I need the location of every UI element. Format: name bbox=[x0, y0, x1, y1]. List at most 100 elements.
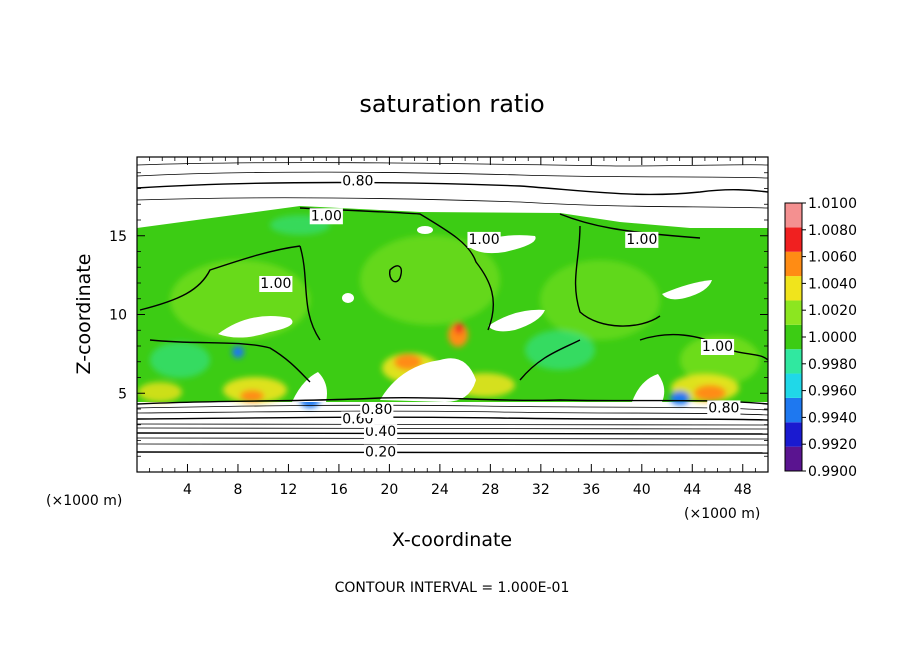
colorbar-swatch bbox=[785, 373, 802, 398]
colorbar-label: 1.0060 bbox=[808, 250, 857, 266]
contour-label: 0.40 bbox=[365, 424, 396, 440]
x-tick-label: 24 bbox=[431, 482, 449, 498]
x-unit-left: (×1000 m) bbox=[46, 493, 122, 509]
colorbar-swatch bbox=[785, 227, 802, 252]
x-tick-label: 36 bbox=[582, 482, 600, 498]
colorbar-swatch bbox=[785, 203, 802, 228]
colorbar-swatch bbox=[785, 397, 802, 423]
colorbar-label: 1.0080 bbox=[808, 223, 857, 239]
contour-080-lower-bundle bbox=[137, 396, 768, 405]
colorbar-swatch bbox=[785, 300, 802, 325]
contour-100-left bbox=[139, 245, 321, 341]
field-hole-3 bbox=[662, 280, 712, 300]
colorbar: 0.9900 0.9920 0.9940 0.9960 0.9980 1.0000 1.00… bbox=[784, 196, 857, 480]
contour-label: 0.80 bbox=[361, 402, 392, 418]
contour-labels: 0.200.400.600.80 0.800.801.001.00 1.001.00… bbox=[259, 173, 741, 461]
colorbar-label: 0.9960 bbox=[808, 384, 857, 400]
field-lightgreen-2 bbox=[360, 235, 500, 325]
field-hole-6 bbox=[292, 372, 327, 402]
contour-label-halo bbox=[467, 231, 501, 248]
field-lightgreen-3 bbox=[540, 260, 660, 340]
field-yellow-1 bbox=[223, 377, 287, 403]
contour-label: 0.80 bbox=[708, 400, 739, 416]
x-axis: 4 8 12 16 20 24 28 32 36 40 44 48 bbox=[149, 157, 756, 498]
contour-label: 1.00 bbox=[468, 232, 499, 248]
contour-label-halo bbox=[625, 231, 659, 248]
y-tick-label: 10 bbox=[109, 308, 127, 324]
contour-upper-thin-3 bbox=[137, 197, 768, 209]
colorbar-label: 0.9940 bbox=[808, 410, 857, 426]
contour-080-upper bbox=[137, 181, 768, 196]
x-tick-label: 16 bbox=[330, 482, 348, 498]
colorbar-swatch bbox=[785, 422, 802, 447]
field-hole-5 bbox=[380, 358, 476, 402]
y-tick-label: 5 bbox=[118, 386, 127, 402]
contour-upper-thin-2 bbox=[137, 162, 768, 167]
colorbar-swatch bbox=[785, 251, 802, 277]
colorbar-label: 1.0100 bbox=[808, 196, 857, 212]
field-hole-9 bbox=[417, 226, 433, 234]
x-tick-label: 12 bbox=[280, 482, 298, 498]
field-blue-3 bbox=[232, 346, 244, 358]
field-hole-1 bbox=[218, 316, 293, 338]
contour-100-upper bbox=[299, 207, 495, 331]
colorbar-label: 1.0020 bbox=[808, 303, 857, 319]
contour-label: 1.00 bbox=[626, 232, 657, 248]
contour-label-halo bbox=[363, 444, 398, 461]
x-tick-label: 40 bbox=[633, 482, 651, 498]
colorbar-label: 1.0000 bbox=[808, 330, 857, 346]
contour-label: 0.80 bbox=[342, 174, 373, 190]
contour-label-halo bbox=[363, 424, 398, 441]
x-tick-label: 32 bbox=[532, 482, 550, 498]
x-tick-label: 48 bbox=[734, 482, 752, 498]
contour-label: 1.00 bbox=[702, 339, 733, 355]
colorbar-swatch bbox=[785, 276, 802, 301]
x-tick-label: 8 bbox=[233, 482, 242, 498]
colorbar-label: 0.9980 bbox=[808, 357, 857, 373]
contour-label-halo bbox=[309, 208, 343, 225]
field-lightgreen-4 bbox=[680, 335, 760, 385]
contour-lower-thin-2 bbox=[137, 410, 768, 416]
contour-label-halo bbox=[341, 173, 375, 190]
x-axis-label: X-coordinate bbox=[392, 529, 512, 551]
y-tick-label: 15 bbox=[109, 229, 127, 245]
field-hole-7 bbox=[632, 374, 665, 402]
chart-title: saturation ratio bbox=[359, 90, 544, 118]
colorbar-swatch bbox=[785, 324, 802, 350]
contour-lower-thin-1 bbox=[137, 404, 768, 411]
colorbar-label: 0.9920 bbox=[808, 437, 857, 453]
y-axis-label: Z-coordinate bbox=[73, 254, 95, 375]
contour-label-halo bbox=[700, 339, 735, 355]
contour-label-halo bbox=[360, 402, 394, 418]
x-unit-right: (×1000 m) bbox=[684, 506, 760, 522]
field-hole-2 bbox=[468, 235, 536, 254]
contour-label-halo bbox=[259, 276, 293, 292]
field-hole-8 bbox=[342, 293, 354, 303]
y-axis: 5 10 15 bbox=[109, 172, 768, 457]
contour-label-halo bbox=[707, 400, 741, 417]
colorbar-label: 0.9900 bbox=[808, 464, 857, 480]
x-tick-label: 20 bbox=[380, 482, 398, 498]
x-tick-label: 4 bbox=[183, 482, 192, 498]
contour-label: 0.20 bbox=[365, 445, 396, 461]
x-tick-label: 28 bbox=[481, 482, 499, 498]
colorbar-swatch bbox=[785, 349, 802, 374]
field-cyan-1 bbox=[150, 342, 210, 378]
contour-label: 1.00 bbox=[311, 208, 342, 224]
contour-100-cell bbox=[388, 265, 402, 283]
contour-100-right bbox=[559, 213, 701, 327]
contour-label: 1.00 bbox=[260, 276, 291, 292]
contour-060 bbox=[137, 416, 768, 421]
field-red-1 bbox=[455, 322, 463, 334]
field-yellow-5 bbox=[138, 382, 182, 402]
field-orange-2 bbox=[394, 354, 422, 370]
contour-upper-thin-1 bbox=[137, 171, 768, 179]
plot-area: 0.200.400.600.80 0.800.801.001.00 1.001.00… bbox=[109, 156, 769, 498]
field-orange-3 bbox=[694, 385, 726, 401]
field-hole-4 bbox=[488, 309, 545, 332]
field-orange-1 bbox=[448, 323, 468, 347]
contour-interval-note: CONTOUR INTERVAL = 1.000E-01 bbox=[335, 580, 570, 596]
field-orange-4 bbox=[240, 390, 264, 402]
x-tick-label: 44 bbox=[683, 482, 701, 498]
